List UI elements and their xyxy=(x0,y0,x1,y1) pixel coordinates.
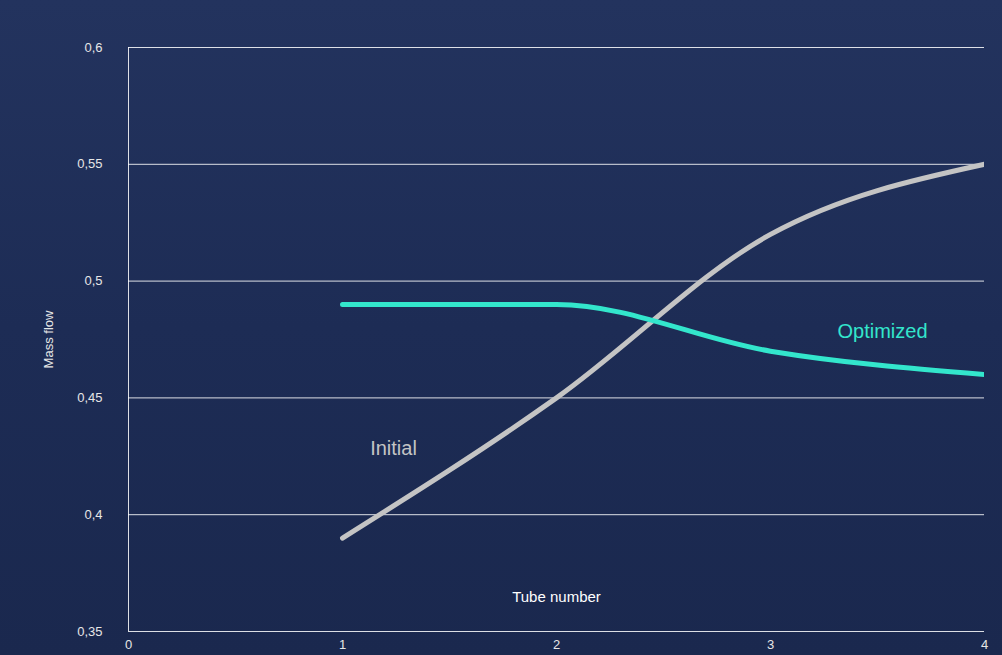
svg-text:0: 0 xyxy=(125,637,132,652)
svg-text:3: 3 xyxy=(767,637,774,652)
svg-text:Mass flow: Mass flow xyxy=(41,310,56,368)
svg-text:Initial: Initial xyxy=(370,437,417,459)
svg-text:0,4: 0,4 xyxy=(84,507,102,522)
svg-text:0,5: 0,5 xyxy=(84,273,102,288)
svg-text:0,35: 0,35 xyxy=(77,624,102,639)
svg-text:0,55: 0,55 xyxy=(77,156,102,171)
svg-text:Tube number: Tube number xyxy=(512,588,601,605)
svg-text:4: 4 xyxy=(981,637,988,652)
svg-text:0,45: 0,45 xyxy=(77,390,102,405)
svg-text:Optimized: Optimized xyxy=(837,320,927,342)
svg-text:0,6: 0,6 xyxy=(84,40,102,55)
svg-text:1: 1 xyxy=(339,637,346,652)
svg-text:2: 2 xyxy=(553,637,560,652)
